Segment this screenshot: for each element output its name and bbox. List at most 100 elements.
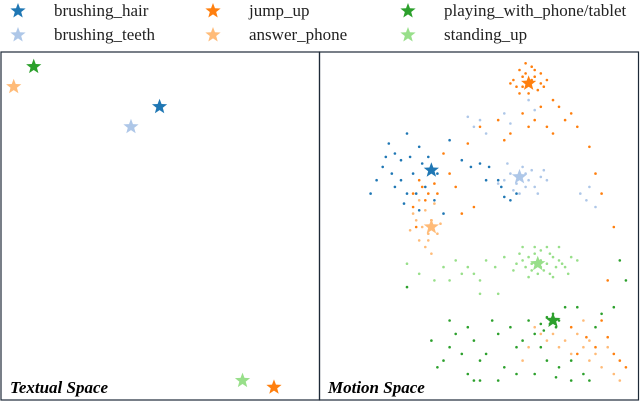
point-playing-with-phone-tablet bbox=[533, 372, 536, 376]
point-jump-up bbox=[411, 192, 415, 195]
legend-label-answer-phone: answer_phone bbox=[249, 25, 347, 44]
point-playing-with-phone-tablet bbox=[460, 352, 464, 356]
point-brushing-hair bbox=[487, 165, 491, 169]
legend-item-brushing-hair: brushing_hair bbox=[10, 1, 149, 20]
point-brushing-hair bbox=[496, 178, 500, 182]
point-brushing-teeth bbox=[503, 178, 506, 182]
point-jump-up bbox=[478, 125, 482, 129]
point-brushing-teeth bbox=[524, 185, 527, 189]
point-brushing-hair bbox=[405, 132, 409, 135]
point-playing-with-phone-tablet bbox=[484, 352, 488, 356]
point-brushing-teeth bbox=[506, 162, 509, 165]
point-brushing-hair bbox=[509, 199, 512, 202]
point-brushing-hair bbox=[375, 178, 378, 182]
point-jump-up bbox=[527, 92, 530, 95]
centroid-star-playing-with-phone-tablet-icon bbox=[545, 312, 561, 327]
point-playing-with-phone-tablet bbox=[569, 359, 573, 362]
point-standing-up bbox=[454, 259, 458, 262]
point-jump-up bbox=[569, 325, 573, 329]
point-jump-up bbox=[545, 125, 549, 129]
point-brushing-hair bbox=[399, 158, 403, 162]
point-jump-up bbox=[557, 105, 561, 109]
point-jump-up bbox=[569, 112, 573, 115]
point-brushing-teeth bbox=[527, 178, 530, 182]
point-playing-with-phone-tablet bbox=[466, 372, 470, 376]
point-brushing-hair bbox=[503, 195, 506, 199]
point-playing-with-phone-tablet bbox=[557, 319, 561, 322]
point-playing-with-phone-tablet bbox=[527, 319, 530, 322]
legend-label-standing-up: standing_up bbox=[444, 25, 527, 44]
point-standing-up bbox=[433, 279, 436, 282]
centroid-star-standing-up-icon bbox=[530, 255, 546, 271]
point-brushing-teeth bbox=[530, 168, 533, 172]
point-jump-up bbox=[427, 192, 430, 195]
point-playing-with-phone-tablet bbox=[496, 332, 500, 336]
point-standing-up bbox=[460, 272, 464, 276]
point-playing-with-phone-tablet bbox=[588, 379, 591, 382]
point-standing-up bbox=[496, 292, 500, 296]
point-brushing-hair bbox=[405, 192, 409, 195]
point-answer-phone bbox=[551, 332, 555, 336]
point-jump-up bbox=[539, 105, 543, 109]
point-brushing-hair bbox=[478, 162, 482, 165]
point-playing-with-phone-tablet bbox=[430, 339, 433, 342]
point-brushing-teeth bbox=[515, 182, 518, 185]
point-playing-with-phone-tablet bbox=[466, 325, 470, 329]
point-standing-up bbox=[466, 265, 470, 269]
point-playing-with-phone-tablet bbox=[582, 372, 585, 376]
point-answer-phone bbox=[545, 339, 549, 342]
point-standing-up bbox=[533, 245, 536, 249]
point-answer-phone bbox=[439, 222, 442, 225]
point-jump-up bbox=[612, 352, 616, 356]
point-brushing-hair bbox=[424, 185, 427, 189]
point-brushing-teeth bbox=[588, 185, 591, 189]
point-jump-up bbox=[612, 225, 616, 229]
point-playing-with-phone-tablet bbox=[496, 379, 500, 382]
point-playing-with-phone-tablet bbox=[448, 319, 451, 322]
point-brushing-teeth bbox=[521, 165, 524, 169]
point-brushing-teeth bbox=[484, 132, 488, 135]
point-playing-with-phone-tablet bbox=[542, 329, 546, 332]
point-playing-with-phone-tablet bbox=[539, 322, 543, 326]
point-playing-with-phone-tablet bbox=[490, 319, 494, 322]
point-jump-up bbox=[618, 359, 622, 362]
point-answer-phone bbox=[576, 332, 579, 336]
point-playing-with-phone-tablet bbox=[594, 325, 597, 329]
point-jump-up bbox=[588, 145, 591, 149]
point-jump-up bbox=[515, 85, 518, 88]
point-brushing-teeth bbox=[512, 189, 515, 192]
point-playing-with-phone-tablet bbox=[554, 376, 558, 379]
point-standing-up bbox=[545, 262, 549, 266]
point-standing-up bbox=[560, 262, 564, 266]
textual-space-label: Textual Space bbox=[10, 378, 109, 397]
point-playing-with-phone-tablet bbox=[533, 332, 536, 336]
point-jump-up bbox=[466, 142, 470, 145]
point-jump-up bbox=[542, 85, 546, 88]
point-brushing-teeth bbox=[527, 98, 530, 102]
point-brushing-hair bbox=[484, 178, 488, 182]
point-brushing-teeth bbox=[466, 115, 470, 119]
point-jump-up bbox=[509, 82, 512, 85]
point-standing-up bbox=[551, 275, 555, 279]
centroid-star-brushing-hair-icon bbox=[151, 98, 168, 114]
point-playing-with-phone-tablet bbox=[509, 325, 512, 329]
point-jump-up bbox=[524, 72, 527, 75]
legend-item-standing-up: standing_up bbox=[400, 25, 527, 44]
point-standing-up bbox=[545, 245, 549, 249]
legend-label-brushing-hair: brushing_hair bbox=[54, 1, 149, 20]
point-jump-up bbox=[518, 68, 521, 72]
point-brushing-teeth bbox=[542, 168, 546, 172]
point-jump-up bbox=[503, 138, 506, 142]
point-playing-with-phone-tablet bbox=[515, 345, 518, 349]
point-brushing-teeth bbox=[518, 192, 521, 195]
point-playing-with-phone-tablet bbox=[442, 359, 445, 362]
point-jump-up bbox=[521, 112, 524, 115]
centroid-star-jump-up-icon bbox=[266, 379, 282, 394]
point-answer-phone bbox=[582, 345, 585, 349]
point-answer-phone bbox=[557, 345, 561, 349]
point-jump-up bbox=[518, 92, 521, 95]
point-brushing-teeth bbox=[509, 172, 512, 175]
point-playing-with-phone-tablet bbox=[600, 312, 603, 316]
point-jump-up bbox=[539, 72, 543, 75]
point-brushing-teeth bbox=[533, 185, 536, 189]
